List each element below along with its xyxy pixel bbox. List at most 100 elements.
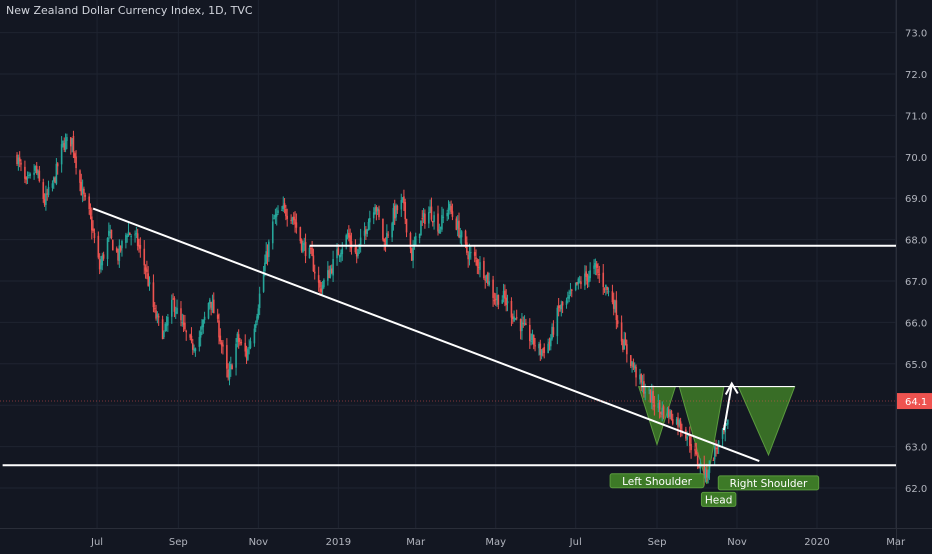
candle-body [530,340,532,342]
candle-body [357,249,359,256]
candle-body [382,218,384,240]
candle-body [182,322,185,325]
candle-body [170,299,173,317]
candle-body [138,244,140,247]
candle-body [644,392,647,394]
candle-body [431,221,434,223]
candle-body [71,138,73,145]
candle-body [220,342,223,346]
candle-body [135,232,138,234]
candle-body [383,238,386,242]
candle-body [496,295,498,301]
candle-body [479,262,481,270]
candle-body [38,170,41,182]
candle-body [505,297,508,305]
candle-body [650,391,653,401]
candle-body [565,300,568,305]
candle-body [577,278,580,285]
candle-body [312,255,315,272]
candle-body [165,323,168,327]
candle-body [56,163,59,167]
candle-body [147,273,149,286]
candle-body [662,406,665,418]
candle-body [341,248,344,255]
candle-body [125,234,127,243]
pattern-label: Head [705,494,732,506]
candle-body [219,335,222,342]
candle-body [304,241,307,257]
candle-body [698,466,700,468]
candle-body [359,237,362,247]
candle-body [392,207,395,225]
x-axis[interactable]: Jul Sep Nov 2019 Mar May Jul Sep Nov 2020 Mar [90,537,906,548]
candle-body [449,203,451,210]
candle-body [266,252,269,258]
candle-body [375,206,378,212]
candle-body [249,341,252,349]
candle-body [422,213,425,218]
candle-body [418,233,421,239]
candle-body [70,137,72,147]
candle-body [244,342,247,352]
candle-body [313,271,316,274]
candle-body [475,257,477,259]
candle-body [337,248,340,256]
candle-body [75,156,77,169]
candle-body [466,242,468,253]
candle-body [633,365,636,369]
candle-body [433,215,435,222]
candle-body [291,217,294,222]
candle-body [102,254,105,259]
candle-body [725,423,728,425]
candle-body [164,323,167,332]
candle-body [494,298,497,300]
candle-body [300,239,303,251]
candle-body [54,177,56,183]
candle-body [222,344,224,347]
candle-body [511,316,514,320]
candle-body [568,295,570,299]
candle-body [410,248,413,261]
candle-body [643,381,645,394]
candle-body [156,314,159,317]
candle-body [299,227,302,241]
candle-body [45,193,47,205]
candle-body [134,234,136,236]
candle-body [401,197,404,200]
candle-body [153,308,156,310]
candle-body [395,204,397,218]
candle-body [515,317,518,319]
candle-body [161,319,164,340]
candle-body [207,302,210,319]
candle-body [146,269,148,273]
last-price-box [897,393,932,410]
candle-body [484,279,487,281]
candle-body [547,343,549,354]
candle-body [55,163,58,184]
candle-body [421,218,424,220]
candle-body [576,282,578,285]
candle-body [320,288,323,292]
candle-body [653,404,656,407]
candle-body [414,236,417,245]
candle-body [603,288,606,290]
candle-body [724,424,727,433]
candle-body [548,341,551,345]
candle-body [92,228,94,232]
candle-body [148,282,151,285]
candles [16,130,729,486]
candle-body [167,316,169,326]
trendlines[interactable] [2,207,896,467]
candle-body [231,365,233,370]
candle-body [458,220,460,237]
candle-body [245,351,248,359]
candle-body [202,319,205,328]
candle-body [308,247,311,259]
candle-body [303,243,306,245]
candle-body [198,337,201,347]
candle-body [574,282,577,291]
candle-body [302,243,304,252]
candle-body [271,221,274,244]
